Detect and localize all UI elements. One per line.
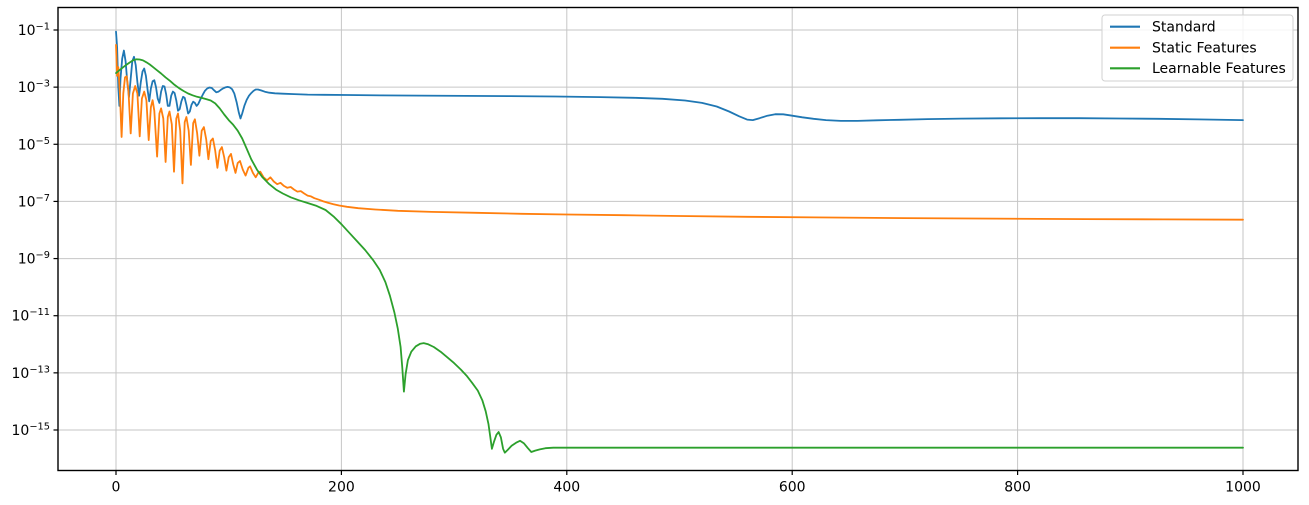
y-tick-label-1e-5: 10−5 (18, 136, 50, 154)
y-tick-label-1e-3: 10−3 (18, 79, 50, 97)
series-line-learnable-features (115, 58, 1244, 454)
y-tick-label-1e-9: 10−9 (18, 250, 50, 268)
plot-border (57, 6, 1299, 472)
x-tick-label-600: 600 (779, 480, 806, 496)
legend-label-static-features: Static Features (1152, 40, 1257, 56)
legend-box (1101, 14, 1294, 82)
legend: Standard Static Features Learnable Featu… (1101, 14, 1294, 82)
y-tick-label-1e-13: 10−13 (11, 364, 50, 382)
y-tick-label-1e-15: 10−15 (11, 421, 50, 439)
x-tick-label-200: 200 (328, 480, 355, 496)
x-tick-label-0: 0 (112, 480, 121, 496)
legend-label-standard: Standard (1152, 19, 1216, 35)
x-tick-label-400: 400 (553, 480, 580, 496)
legend-label-learnable-features: Learnable Features (1152, 61, 1286, 77)
series-line-standard (115, 30, 1244, 122)
x-tick-label-1000: 1000 (1225, 480, 1261, 496)
y-tick-label-1e-11: 10−11 (11, 307, 50, 325)
plot-background (58, 7, 1298, 471)
x-tick-label-800: 800 (1004, 480, 1031, 496)
series-line-static-features (115, 44, 1244, 221)
y-tick-label-1e-7: 10−7 (18, 193, 50, 211)
plot-area: 0 200 400 600 800 1000 10−1 10−3 10−5 10−7 10−9 10−… (11, 6, 1299, 496)
y-tick-label-1e-1: 10−1 (18, 22, 50, 40)
